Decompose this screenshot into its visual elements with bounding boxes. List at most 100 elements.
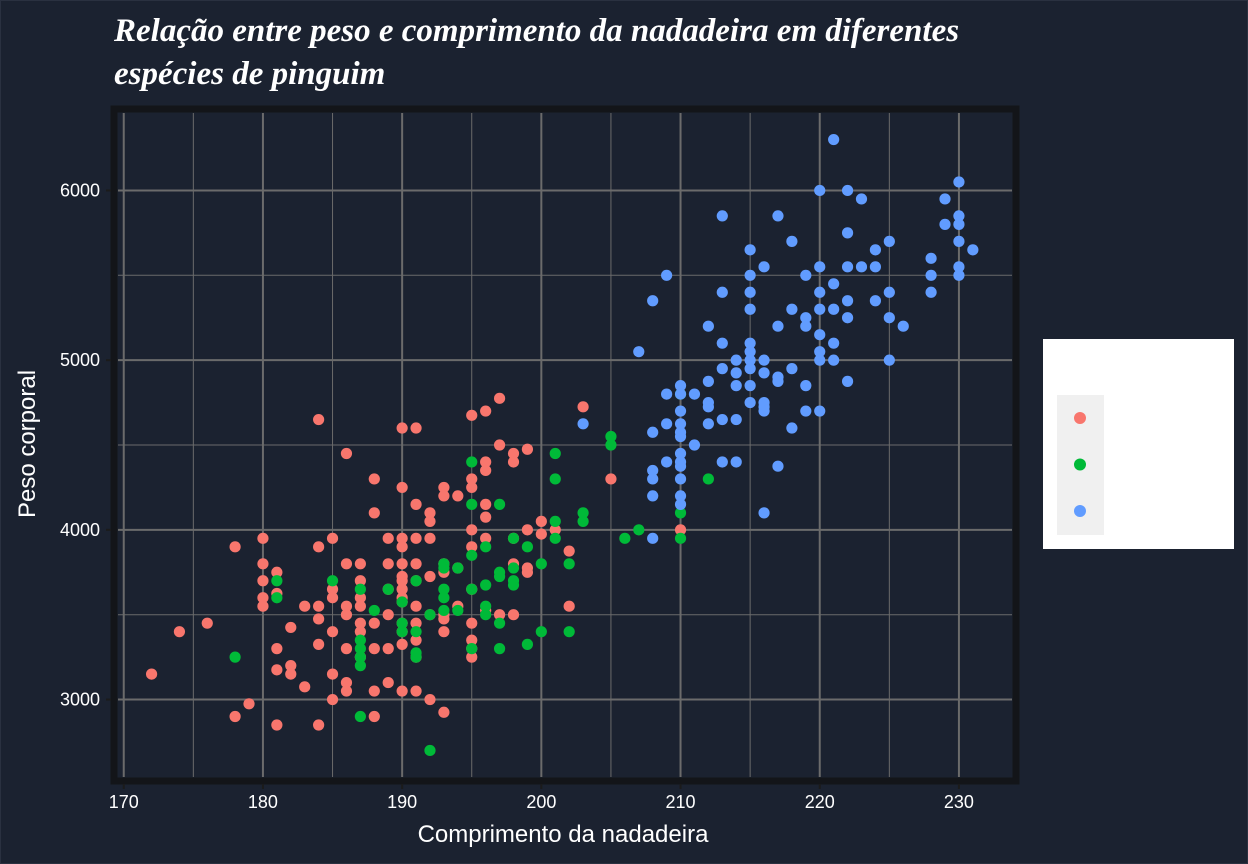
data-point (841, 261, 854, 273)
data-point (313, 600, 325, 612)
data-point (674, 460, 687, 472)
data-point (869, 295, 882, 307)
data-point (368, 473, 380, 485)
data-point (661, 269, 673, 281)
data-point (340, 676, 353, 689)
data-point (772, 320, 784, 332)
data-point (257, 558, 269, 570)
data-point (925, 252, 937, 264)
data-point (354, 626, 366, 638)
data-point (257, 592, 269, 604)
data-point (396, 541, 408, 553)
data-point (480, 511, 492, 523)
data-point (814, 261, 826, 273)
data-point (730, 367, 742, 379)
data-point (438, 613, 450, 625)
data-point (368, 710, 380, 723)
x-tick-label: 170 (109, 792, 139, 812)
data-point (480, 541, 492, 553)
data-point (772, 210, 784, 222)
data-point (466, 481, 478, 494)
data-point (702, 401, 714, 413)
x-tick-label: 210 (666, 792, 696, 812)
data-point (702, 375, 714, 387)
y-tick-label: 6000 (60, 180, 100, 200)
data-point (452, 604, 464, 617)
data-point (855, 261, 868, 273)
data-point (382, 643, 394, 655)
data-point (466, 456, 478, 468)
data-point (507, 447, 520, 460)
data-point (897, 320, 909, 332)
data-point (744, 346, 756, 358)
data-point (326, 583, 339, 595)
data-point (814, 184, 826, 197)
data-point (828, 337, 840, 349)
data-point (800, 269, 812, 281)
data-point (633, 346, 645, 358)
data-point (577, 507, 589, 519)
data-point (535, 558, 547, 570)
data-point (674, 507, 687, 519)
data-point (368, 685, 380, 697)
data-point (466, 541, 478, 553)
data-point (716, 363, 728, 375)
data-point (772, 375, 784, 387)
data-point (744, 286, 756, 298)
data-point (841, 227, 854, 239)
data-point (438, 604, 450, 617)
data-point (354, 558, 366, 570)
data-point (883, 235, 895, 247)
data-point (730, 456, 742, 468)
data-point (688, 439, 701, 451)
data-point (716, 337, 728, 349)
data-point (493, 392, 506, 404)
data-point (410, 600, 422, 612)
data-point (201, 617, 213, 629)
data-point (521, 541, 534, 553)
data-point (493, 570, 506, 583)
data-point (674, 388, 687, 400)
data-point (800, 405, 812, 417)
data-point (326, 532, 339, 544)
data-point (410, 685, 422, 697)
data-point (535, 626, 547, 638)
data-point (702, 418, 714, 430)
data-point (410, 575, 422, 587)
y-tick-label: 4000 (60, 520, 100, 540)
data-point (466, 473, 478, 485)
data-point (563, 558, 575, 570)
data-point (953, 269, 965, 281)
data-point (521, 566, 534, 578)
data-point (953, 218, 965, 230)
data-point (326, 626, 339, 638)
data-point (396, 481, 408, 494)
data-point (786, 422, 798, 434)
data-point (480, 600, 492, 612)
data-point (382, 558, 394, 570)
data-point (396, 575, 408, 587)
data-point (424, 507, 436, 519)
data-point (438, 490, 450, 502)
data-point (424, 693, 436, 706)
data-point (507, 609, 520, 621)
data-point (716, 456, 728, 468)
data-point (688, 388, 701, 400)
data-point (340, 609, 353, 621)
y-tick-label: 5000 (60, 350, 100, 370)
grid-lines (118, 113, 1012, 777)
data-point (354, 600, 366, 612)
data-point (257, 600, 269, 612)
data-point (493, 643, 506, 655)
data-point (410, 558, 422, 570)
data-point (271, 592, 283, 604)
data-point (271, 566, 283, 578)
data-point (883, 354, 895, 366)
data-point (953, 210, 965, 222)
data-point (382, 583, 394, 595)
data-point (814, 329, 826, 341)
data-point (466, 498, 478, 510)
data-point (396, 638, 408, 650)
data-point (466, 651, 478, 663)
